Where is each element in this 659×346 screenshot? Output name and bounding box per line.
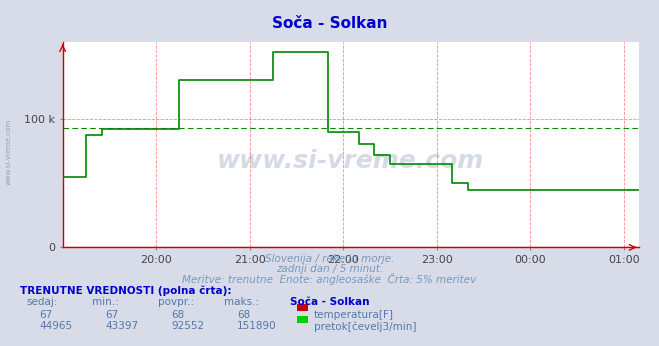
- Text: Soča - Solkan: Soča - Solkan: [272, 16, 387, 30]
- Text: 151890: 151890: [237, 321, 277, 331]
- Text: 68: 68: [171, 310, 185, 320]
- Text: www.si-vreme.com: www.si-vreme.com: [217, 149, 484, 173]
- Text: Meritve: trenutne  Enote: angleosaške  Črta: 5% meritev: Meritve: trenutne Enote: angleosaške Črt…: [183, 273, 476, 285]
- Text: 67: 67: [105, 310, 119, 320]
- Text: TRENUTNE VREDNOSTI (polna črta):: TRENUTNE VREDNOSTI (polna črta):: [20, 285, 231, 296]
- Text: Slovenija / reke in morje.: Slovenija / reke in morje.: [265, 254, 394, 264]
- Text: temperatura[F]: temperatura[F]: [314, 310, 393, 320]
- Text: zadnji dan / 5 minut.: zadnji dan / 5 minut.: [276, 264, 383, 274]
- Text: pretok[čevelj3/min]: pretok[čevelj3/min]: [314, 321, 416, 332]
- Text: maks.:: maks.:: [224, 297, 259, 307]
- Text: 92552: 92552: [171, 321, 204, 331]
- Text: 43397: 43397: [105, 321, 138, 331]
- Text: min.:: min.:: [92, 297, 119, 307]
- Text: 68: 68: [237, 310, 250, 320]
- Text: povpr.:: povpr.:: [158, 297, 194, 307]
- Text: www.si-vreme.com: www.si-vreme.com: [5, 119, 12, 185]
- Text: sedaj:: sedaj:: [26, 297, 58, 307]
- Text: 44965: 44965: [40, 321, 72, 331]
- Text: Soča - Solkan: Soča - Solkan: [290, 297, 370, 307]
- Text: 67: 67: [40, 310, 53, 320]
